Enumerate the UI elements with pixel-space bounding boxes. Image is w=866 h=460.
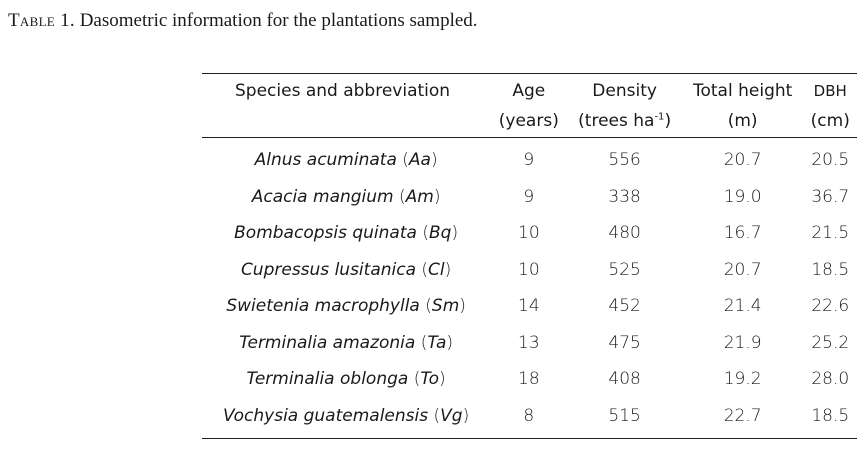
species-abbr: Cl <box>428 259 445 280</box>
height-cell: 22.7 <box>681 397 804 439</box>
density-cell: 475 <box>608 332 641 353</box>
height-cell: 16.7 <box>723 223 762 244</box>
table-row: Terminalia oblonga (To) 18 408 19.2 28.0 <box>202 361 857 398</box>
dbh-cell: 28.0 <box>811 369 850 390</box>
species-abbr: Am <box>405 186 434 207</box>
species-cell: Acacia mangium (Am) <box>251 186 441 207</box>
species-name: Acacia mangium <box>251 186 394 207</box>
age-cell: 8 <box>490 397 568 439</box>
species-name: Alnus acuminata <box>254 150 397 171</box>
species-name: Terminalia oblonga <box>246 369 409 390</box>
species-cell: Bombacopsis quinata (Bq) <box>234 223 459 244</box>
age-cell: 10 <box>518 259 540 280</box>
height-cell: 20.7 <box>723 259 762 280</box>
height-cell: 20.7 <box>723 150 762 171</box>
species-cell: Alnus acuminata (Aa) <box>254 150 438 171</box>
table-caption: Table 1. Dasometric information for the … <box>8 10 478 32</box>
density-unit-prefix: (trees ha <box>578 110 655 131</box>
table-body: Alnus acuminata (Aa) 9 556 20.7 20.5 Aca… <box>202 138 857 439</box>
header-age-unit: (years) <box>490 104 568 138</box>
density-unit-exponent: -1 <box>654 110 665 122</box>
density-unit-suffix: ) <box>664 110 672 131</box>
header-row: Species and abbreviation Age Density Tot… <box>202 73 857 104</box>
species-name: Swietenia macrophylla <box>226 296 420 317</box>
header-species: Species and abbreviation <box>202 73 491 104</box>
species-cell: Terminalia oblonga (To) <box>246 369 446 390</box>
age-cell: 10 <box>518 223 540 244</box>
species-abbr: Aa <box>408 150 431 171</box>
species-abbr: Bq <box>428 223 452 244</box>
density-cell: 515 <box>567 397 682 439</box>
density-cell: 338 <box>608 186 641 207</box>
density-cell: 452 <box>608 296 641 317</box>
table-row: Bombacopsis quinata (Bq) 10 480 16.7 21.… <box>202 215 857 252</box>
height-cell: 19.0 <box>723 186 762 207</box>
header-height: Total height <box>681 73 804 104</box>
species-cell: Swietenia macrophylla (Sm) <box>226 296 466 317</box>
species-name: Terminalia amazonia <box>239 332 416 353</box>
species-name: Cupressus lusitanica <box>240 259 416 280</box>
dbh-cell: 18.5 <box>803 397 857 439</box>
table-row: Terminalia amazonia (Ta) 13 475 21.9 25.… <box>202 325 857 362</box>
species-name: Bombacopsis quinata <box>234 223 417 244</box>
table-row: Acacia mangium (Am) 9 338 19.0 36.7 <box>202 179 857 216</box>
table-row: Swietenia macrophylla (Sm) 14 452 21.4 2… <box>202 288 857 325</box>
height-cell: 21.9 <box>723 332 762 353</box>
species-abbr: To <box>420 369 440 390</box>
dbh-cell: 36.7 <box>811 186 850 207</box>
header-density-unit: (trees ha-1) <box>567 104 682 138</box>
density-cell: 480 <box>608 223 641 244</box>
species-abbr: Sm <box>431 296 460 317</box>
table-row: Vochysia guatemalensis (Vg) 8 515 22.7 1… <box>202 397 857 439</box>
header-density: Density <box>567 73 682 104</box>
height-cell: 21.4 <box>723 296 762 317</box>
species-abbr: Vg <box>440 405 463 426</box>
dbh-cell: 20.5 <box>811 150 850 171</box>
table-label: Table 1. <box>8 10 75 31</box>
height-cell: 19.2 <box>723 369 762 390</box>
age-cell: 14 <box>518 296 540 317</box>
header-age: Age <box>490 73 568 104</box>
header-species-unit <box>202 104 491 138</box>
species-name: Vochysia guatemalensis <box>223 405 429 426</box>
age-cell: 9 <box>523 186 535 207</box>
age-cell: 13 <box>518 332 540 353</box>
table-row: Cupressus lusitanica (Cl) 10 525 20.7 18… <box>202 252 857 289</box>
header-units-row: (years) (trees ha-1) (m) (cm) <box>202 104 857 138</box>
header-height-unit: (m) <box>681 104 804 138</box>
header-dbh: DBH <box>803 73 857 104</box>
dbh-cell: 25.2 <box>811 332 850 353</box>
age-cell: 9 <box>523 150 535 171</box>
table-row: Alnus acuminata (Aa) 9 556 20.7 20.5 <box>202 138 857 179</box>
dbh-cell: 22.6 <box>811 296 850 317</box>
dasometric-table: Species and abbreviation Age Density Tot… <box>202 73 857 439</box>
dbh-cell: 18.5 <box>811 259 850 280</box>
age-cell: 18 <box>518 369 540 390</box>
density-cell: 556 <box>608 150 641 171</box>
species-cell: Vochysia guatemalensis (Vg) <box>202 397 491 439</box>
species-cell: Cupressus lusitanica (Cl) <box>240 259 452 280</box>
species-cell: Terminalia amazonia (Ta) <box>239 332 454 353</box>
species-abbr: Ta <box>427 332 447 353</box>
density-cell: 525 <box>608 259 641 280</box>
header-dbh-unit: (cm) <box>803 104 857 138</box>
dbh-cell: 21.5 <box>811 223 850 244</box>
density-cell: 408 <box>608 369 641 390</box>
table-caption-text: Dasometric information for the plantatio… <box>79 10 478 31</box>
